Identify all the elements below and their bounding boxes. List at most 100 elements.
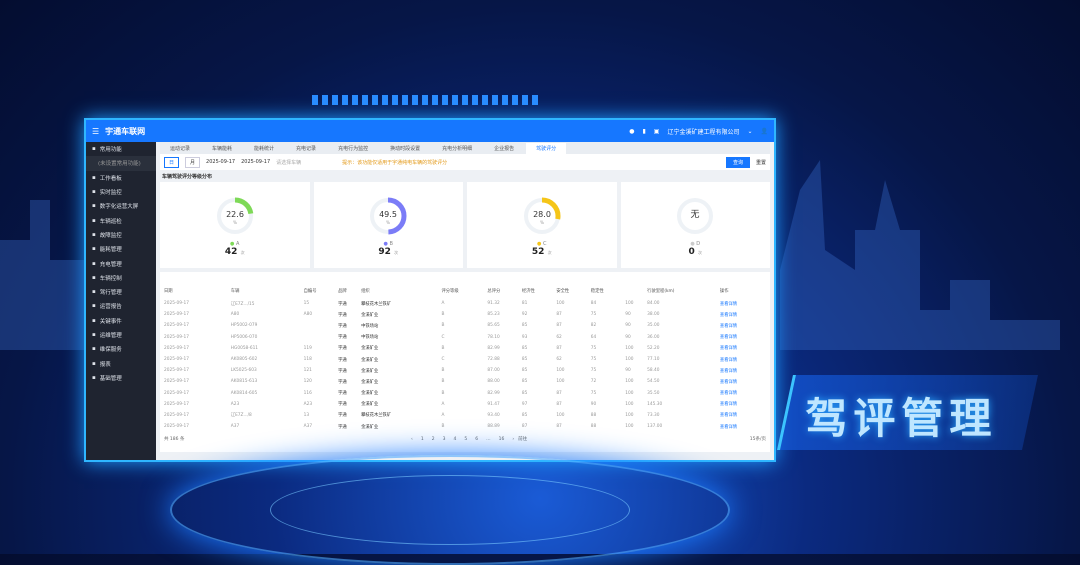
table-cell: 87 [556, 312, 562, 318]
page-button[interactable]: ‹ [411, 437, 413, 443]
chevron-down-icon[interactable]: ⌄ [747, 127, 753, 135]
sidebar-item[interactable]: ▪ 运维管理 [86, 328, 156, 342]
sidebar-item[interactable]: ▪ 关键事件 [86, 314, 156, 328]
table-row: 2025-09-17 AK0814-605 116 宇通 金溪矿业 B 82.99 85 87 7… [164, 388, 766, 399]
table-row: 2025-09-17 AK0815-613 120 宇通 金溪矿业 B 88.00 85 100… [164, 376, 766, 387]
message-icon[interactable]: ▣ [653, 127, 660, 135]
tab[interactable]: 充电记录 [296, 145, 317, 152]
tab[interactable]: 换动时段设置 [390, 145, 421, 152]
tab[interactable]: 驾驶评分 [526, 142, 567, 154]
sidebar-item-label: 工作看板 [99, 175, 122, 182]
table-cell: 87 [556, 390, 562, 396]
table-cell: LK5025-603 [230, 368, 257, 374]
view-detail-link[interactable]: 查看详情 [719, 379, 738, 385]
end-date-input[interactable]: 2025-09-17 [241, 159, 271, 165]
view-detail-link[interactable]: 查看详情 [719, 323, 738, 329]
sidebar-item[interactable]: ▪ 实时监控 [86, 185, 156, 199]
view-detail-link[interactable]: 查看详情 [719, 312, 738, 318]
page-button[interactable]: 4 [453, 437, 457, 443]
sidebar-item[interactable]: ▪ 车辆控制 [86, 271, 156, 285]
company-select[interactable]: 辽宁金溪矿建工程有限公司 [667, 128, 740, 136]
table-row: 2025-09-17 HG0058-611 119 宇通 金溪矿业 B 82.99 85 87 7… [164, 343, 766, 354]
view-detail-link[interactable]: 查看详情 [719, 368, 738, 374]
page-button[interactable]: 6 [475, 437, 479, 443]
donut-arc [523, 197, 561, 234]
table-cell: 查看详情 [720, 399, 766, 410]
tab[interactable]: 能耗统计 [254, 145, 275, 152]
view-detail-link[interactable]: 查看详情 [719, 346, 738, 352]
sidebar-item-label: 常用功能 [99, 147, 122, 154]
view-detail-link[interactable]: 查看详情 [719, 335, 738, 341]
sidebar-item[interactable]: ▪ 基础管理 [86, 371, 156, 385]
page-button[interactable]: 1 [420, 437, 424, 443]
table-cell: 中铁场站 [361, 335, 379, 341]
view-detail-link[interactable]: 查看详情 [719, 301, 738, 307]
tab[interactable]: 车辆能耗 [212, 145, 233, 152]
donut-chart: 22.6% [216, 197, 254, 234]
sidebar-item[interactable]: ▪ 工作看板 [86, 171, 156, 185]
view-detail-link[interactable]: 查看详情 [719, 357, 738, 363]
view-detail-link[interactable]: 查看详情 [719, 413, 738, 419]
sidebar-item[interactable]: ▪ 报表 [86, 356, 156, 370]
help-icon[interactable]: ● [629, 127, 635, 135]
start-date-input[interactable]: 2025-09-17 [206, 159, 236, 165]
table-cell: A [441, 301, 445, 307]
page-button[interactable]: 5 [464, 437, 468, 443]
table-row: 2025-09-17 AK0805-602 118 宇通 金溪矿业 C 72.88 85 62 7… [164, 354, 766, 365]
page-size-select[interactable]: 15条/页 [749, 437, 766, 443]
column-header [625, 286, 647, 298]
banner-title-box: 驾评管理 [777, 375, 1038, 450]
table-cell: 36.00 [647, 334, 660, 340]
sidebar-item[interactable]: ▪ 故障监控 [86, 228, 156, 242]
sidebar-item[interactable]: ▪ 常用功能 [86, 142, 156, 156]
view-detail-link[interactable]: 查看详情 [719, 391, 738, 397]
day-button[interactable]: 日 [164, 156, 180, 168]
tab[interactable]: 企业报告 [494, 145, 515, 152]
sidebar-item[interactable]: ▪ 运营报告 [86, 299, 156, 313]
table-cell: 金溪矿业 [361, 379, 379, 385]
page-button[interactable]: 2 [431, 437, 435, 443]
table-cell: B [441, 424, 445, 430]
query-button[interactable]: 查询 [725, 156, 750, 168]
table-cell: 查看详情 [720, 388, 766, 399]
month-button[interactable]: 月 [185, 156, 201, 168]
table-cell: 查看详情 [720, 332, 766, 343]
sidebar-item[interactable]: (未设置常用功能) [86, 156, 156, 171]
table-cell: 52.20 [647, 345, 660, 351]
tab[interactable]: 充电分析明细 [442, 145, 473, 152]
sidebar-item[interactable]: ▪ 数字化运营大屏 [86, 199, 156, 213]
sidebar-item[interactable]: ▪ 能耗管理 [86, 242, 156, 256]
user-avatar-icon[interactable]: 👤 [760, 127, 768, 135]
column-header: 操作 [719, 289, 729, 294]
tab[interactable]: 运动记录 [170, 145, 191, 152]
sidebar-item-label: 运维管理 [99, 333, 122, 339]
table-cell: 88 [590, 424, 597, 430]
table-cell: 72 [590, 379, 597, 385]
sidebar-item-label: 关键事件 [99, 318, 122, 325]
table-cell: 100 [556, 301, 565, 307]
page-button[interactable]: … [486, 437, 491, 443]
sidebar-item[interactable]: ▪ 充电管理 [86, 256, 156, 270]
table-cell: A [441, 412, 445, 418]
table-cell: 金溪矿业 [361, 424, 379, 430]
sidebar-item[interactable]: ▪ 车辆巡检 [86, 213, 156, 227]
page-button[interactable]: › [512, 437, 515, 443]
table-cell: 75 [590, 312, 597, 318]
document-icon[interactable]: ▮ [642, 127, 646, 135]
reset-button[interactable]: 重置 [755, 159, 766, 166]
menu-icon[interactable]: ☰ [92, 126, 100, 136]
view-detail-link[interactable]: 查看详情 [719, 424, 738, 430]
page-button[interactable]: 3 [442, 437, 446, 443]
table-cell: 85 [521, 412, 528, 418]
page-button[interactable]: 16 [498, 437, 505, 443]
table-cell: 2025-09-17 [164, 390, 189, 396]
view-detail-link[interactable]: 查看详情 [719, 402, 738, 408]
count-value: 52 [531, 246, 545, 257]
table-cell: 82 [590, 323, 597, 329]
table-cell: 宇通 [338, 413, 347, 419]
sidebar-item[interactable]: ▪ 维保服务 [86, 342, 156, 356]
vehicle-select[interactable]: 请选择车辆 [276, 159, 302, 166]
tab[interactable]: 充电行为监控 [338, 145, 369, 152]
menu-item-icon: ▪ [92, 274, 96, 281]
sidebar-item[interactable]: ▪ 驾行管理 [86, 285, 156, 299]
